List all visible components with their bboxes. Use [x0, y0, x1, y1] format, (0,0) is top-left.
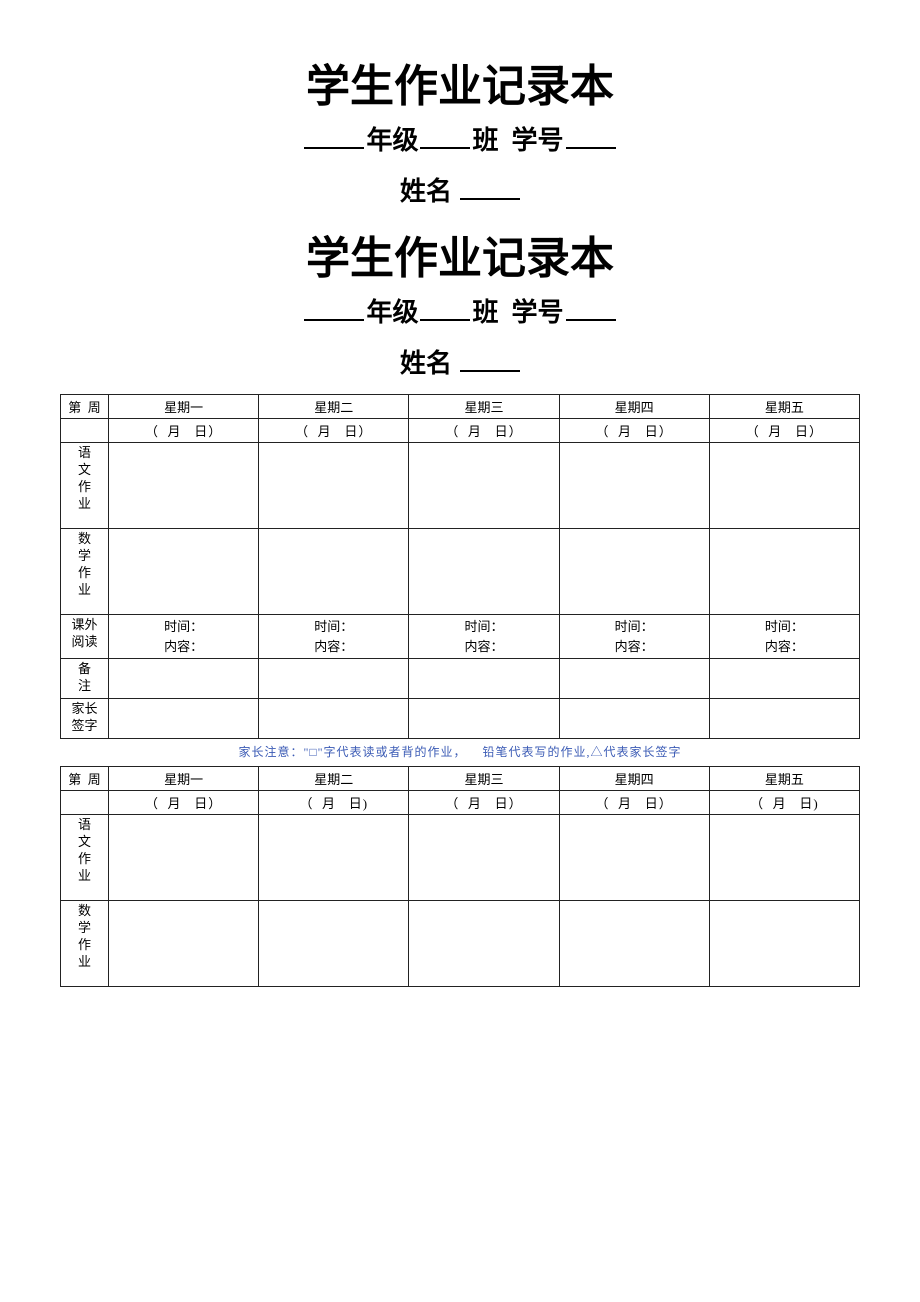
reading-cell: 时间： 内容：: [409, 615, 559, 659]
date-cell: （ 月 日）: [109, 419, 259, 443]
hw-cell: [559, 529, 709, 615]
hw-cell: [259, 901, 409, 987]
grade-blank-2: [304, 298, 364, 321]
empty-cell: [61, 419, 109, 443]
hw-cell: [559, 901, 709, 987]
remark-cell: [409, 659, 559, 699]
empty-cell: [61, 791, 109, 815]
date-cell: （ 月 日）: [409, 791, 559, 815]
name-line: 姓名: [60, 171, 860, 208]
row-label-math: 数 学 作 业: [61, 529, 109, 615]
sign-cell: [259, 699, 409, 739]
hw-cell: [709, 815, 859, 901]
row-label-remark: 备 注: [61, 659, 109, 699]
date-cell: （ 月 日）: [709, 419, 859, 443]
table-row: （ 月 日） （ 月 日） （ 月 日） （ 月 日） （ 月 日）: [61, 419, 860, 443]
row-label-chinese: 语 文 作 业: [61, 443, 109, 529]
class-blank: [420, 126, 470, 149]
date-cell: （ 月 日）: [559, 791, 709, 815]
remark-cell: [559, 659, 709, 699]
name-blank: [460, 177, 520, 200]
sign-cell: [409, 699, 559, 739]
parent-note: 家长注意："□"字代表读或者背的作业， 铅笔代表写的作业,△代表家长签字: [60, 743, 860, 760]
table-row: 第 周 星期一 星期二 星期三 星期四 星期五: [61, 767, 860, 791]
name-line-2: 姓名: [60, 343, 860, 380]
date-cell: （ 月 日): [709, 791, 859, 815]
header-block-1: 学生作业记录本 年级班 学号 姓名: [60, 50, 860, 208]
table-row: 备 注: [61, 659, 860, 699]
sign-cell: [109, 699, 259, 739]
table-row: （ 月 日） （ 月 日) （ 月 日） （ 月 日） （ 月 日): [61, 791, 860, 815]
table-row: 语 文 作 业: [61, 443, 860, 529]
header-block-2: 学生作业记录本 年级班 学号 姓名: [60, 222, 860, 380]
table-row: 课外 阅读 时间： 内容： 时间： 内容： 时间： 内容： 时间： 内容： 时间…: [61, 615, 860, 659]
date-cell: （ 月 日）: [259, 419, 409, 443]
table-row: 第 周 星期一 星期二 星期三 星期四 星期五: [61, 395, 860, 419]
remark-cell: [259, 659, 409, 699]
table-row: 家长 签字: [61, 699, 860, 739]
table-row: 数 学 作 业: [61, 529, 860, 615]
reading-cell: 时间： 内容：: [109, 615, 259, 659]
hw-cell: [559, 443, 709, 529]
hw-cell: [709, 901, 859, 987]
reading-cell: 时间： 内容：: [259, 615, 409, 659]
sign-cell: [709, 699, 859, 739]
page-title-2: 学生作业记录本: [60, 222, 860, 286]
class-blank-2: [420, 298, 470, 321]
date-cell: （ 月 日）: [559, 419, 709, 443]
reading-cell: 时间： 内容：: [709, 615, 859, 659]
day-header: 星期五: [709, 395, 859, 419]
date-cell: （ 月 日）: [109, 791, 259, 815]
page-title: 学生作业记录本: [60, 50, 860, 114]
hw-cell: [709, 529, 859, 615]
id-blank: [566, 126, 616, 149]
day-header: 星期三: [409, 767, 559, 791]
row-label-reading: 课外 阅读: [61, 615, 109, 659]
subtitle-line: 年级班 学号: [60, 120, 860, 157]
day-header: 星期三: [409, 395, 559, 419]
row-label-chinese: 语 文 作 业: [61, 815, 109, 901]
hw-cell: [259, 443, 409, 529]
hw-cell: [109, 815, 259, 901]
week-label: 第 周: [61, 767, 109, 791]
row-label-parent: 家长 签字: [61, 699, 109, 739]
remark-cell: [109, 659, 259, 699]
grade-blank: [304, 126, 364, 149]
hw-cell: [559, 815, 709, 901]
table-row: 数 学 作 业: [61, 901, 860, 987]
day-header: 星期二: [259, 767, 409, 791]
hw-cell: [109, 901, 259, 987]
date-cell: （ 月 日）: [409, 419, 559, 443]
reading-cell: 时间： 内容：: [559, 615, 709, 659]
row-label-math: 数 学 作 业: [61, 901, 109, 987]
homework-table-1: 第 周 星期一 星期二 星期三 星期四 星期五 （ 月 日） （ 月 日） （ …: [60, 394, 860, 739]
day-header: 星期四: [559, 767, 709, 791]
homework-table-2: 第 周 星期一 星期二 星期三 星期四 星期五 （ 月 日） （ 月 日) （ …: [60, 766, 860, 987]
hw-cell: [409, 815, 559, 901]
sign-cell: [559, 699, 709, 739]
week-label: 第 周: [61, 395, 109, 419]
id-blank-2: [566, 298, 616, 321]
hw-cell: [259, 815, 409, 901]
hw-cell: [109, 443, 259, 529]
day-header: 星期一: [109, 767, 259, 791]
remark-cell: [709, 659, 859, 699]
table-row: 语 文 作 业: [61, 815, 860, 901]
day-header: 星期四: [559, 395, 709, 419]
day-header: 星期五: [709, 767, 859, 791]
subtitle-line-2: 年级班 学号: [60, 292, 860, 329]
hw-cell: [259, 529, 409, 615]
hw-cell: [409, 901, 559, 987]
day-header: 星期二: [259, 395, 409, 419]
day-header: 星期一: [109, 395, 259, 419]
name-blank-2: [460, 349, 520, 372]
hw-cell: [409, 529, 559, 615]
hw-cell: [709, 443, 859, 529]
hw-cell: [109, 529, 259, 615]
date-cell: （ 月 日): [259, 791, 409, 815]
hw-cell: [409, 443, 559, 529]
